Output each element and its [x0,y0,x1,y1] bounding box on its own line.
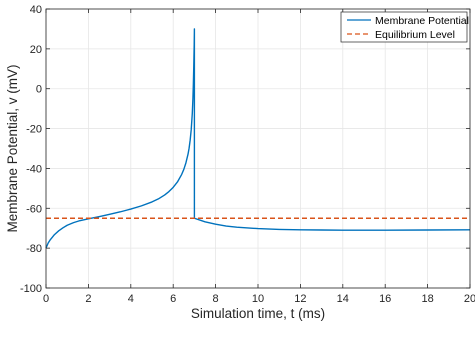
x-tick-label: 6 [170,293,176,305]
x-axis-label: Simulation time, t (ms) [191,306,325,321]
legend-label-membrane-potential: Membrane Potential [375,15,469,27]
x-tick-label: 20 [464,293,475,305]
x-tick-label: 10 [252,293,264,305]
y-axis-label: Membrane Potential, v (mV) [5,64,20,232]
x-tick-label: 4 [128,293,134,305]
x-tick-label: 14 [337,293,349,305]
legend: Membrane Potential Equilibrium Level [340,11,469,43]
x-tick-label: 12 [294,293,306,305]
series-lines [45,28,471,249]
y-tick-label: 20 [30,44,42,56]
x-tick-label: 0 [43,293,49,305]
legend-label-equilibrium-level: Equilibrium Level [375,29,455,41]
x-tick-label: 2 [85,293,91,305]
y-tick-label: 40 [30,4,42,16]
legend-box [340,11,468,43]
x-tick-label: 16 [379,293,391,305]
y-tick-label: -100 [20,283,42,295]
axis-ticks: 0 2 4 6 8 10 12 14 16 18 20 40 20 0 -20 -40 -60 -80 -100 [20,4,475,305]
x-tick-label: 18 [421,293,433,305]
y-tick-label: -60 [26,203,42,215]
y-tick-label: -40 [26,163,42,175]
series-line-membrane-potential [45,28,471,249]
y-tick-label: -20 [26,124,42,136]
x-tick-label: 8 [213,293,219,305]
y-tick-label: 0 [36,84,42,96]
y-tick-label: -80 [26,243,42,255]
